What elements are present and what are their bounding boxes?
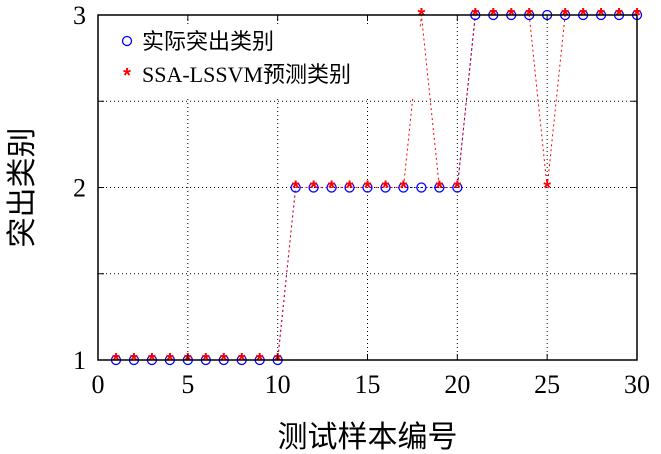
y-tick-label: 3 (73, 1, 86, 30)
data-point-predicted: * (489, 5, 497, 27)
data-point-predicted: * (418, 5, 426, 27)
data-point-predicted: * (471, 5, 479, 27)
data-point-actual (452, 182, 463, 193)
x-tick-label: 5 (181, 370, 194, 399)
data-point-predicted: * (435, 178, 443, 200)
data-point-predicted: * (400, 178, 408, 200)
data-point-actual (344, 182, 355, 193)
x-tick-label: 10 (265, 370, 291, 399)
data-point-predicted: * (597, 5, 605, 27)
data-point-predicted: * (615, 5, 623, 27)
x-tick-label: 20 (444, 370, 470, 399)
x-tick-label: 30 (624, 370, 650, 399)
data-point-predicted: * (202, 350, 210, 372)
x-tick-label: 15 (355, 370, 381, 399)
data-point-predicted: * (382, 178, 390, 200)
data-point-predicted: * (238, 350, 246, 372)
legend-label-actual: 实际突出类别 (142, 29, 274, 54)
data-point-predicted: * (346, 178, 354, 200)
data-point-predicted: * (453, 178, 461, 200)
data-point-predicted: * (579, 5, 587, 27)
data-point-actual (326, 182, 337, 193)
data-point-actual (416, 182, 427, 193)
data-point-predicted: * (561, 5, 569, 27)
data-series: * * * * * * * * * * * * * * * * * * * * * * * * * * * * * * (110, 5, 643, 372)
y-axis-label: 突出类别 (6, 128, 39, 248)
y-tick-label: 1 (73, 346, 86, 375)
x-tick-label: 0 (92, 370, 105, 399)
data-point-actual (308, 182, 319, 193)
x-tick-label: 25 (534, 370, 560, 399)
data-point-predicted: * (364, 178, 372, 200)
data-point-predicted: * (256, 350, 264, 372)
data-point-predicted: * (507, 5, 515, 27)
legend-label-predicted: SSA-LSSVM预测类别 (142, 62, 351, 87)
data-point-actual (434, 182, 445, 193)
data-point-actual (398, 182, 409, 193)
data-point-predicted: * (130, 350, 138, 372)
legend-marker-predicted: * (123, 65, 131, 87)
data-point-predicted: * (148, 350, 156, 372)
data-point-predicted: * (166, 350, 174, 372)
data-point-predicted: * (525, 5, 533, 27)
legend: 实际突出类别 * SSA-LSSVM预测类别 (110, 27, 422, 97)
data-point-predicted: * (328, 178, 336, 200)
legend-background (110, 27, 422, 97)
data-point-predicted: * (184, 350, 192, 372)
data-point-predicted: * (274, 350, 282, 372)
data-point-predicted: * (292, 178, 300, 200)
y-tick-label: 2 (73, 174, 86, 203)
data-point-predicted: * (220, 350, 228, 372)
x-axis-label: 测试样本编号 (278, 421, 458, 454)
data-point-actual (362, 182, 373, 193)
data-point-actual (380, 182, 391, 193)
data-point-predicted: * (310, 178, 318, 200)
data-point-predicted: * (543, 178, 551, 200)
data-point-predicted: * (112, 350, 120, 372)
data-point-actual (290, 182, 301, 193)
legend-marker-actual (121, 35, 133, 47)
ticks: 0 5 10 15 20 25 30 1 2 3 (73, 1, 650, 399)
